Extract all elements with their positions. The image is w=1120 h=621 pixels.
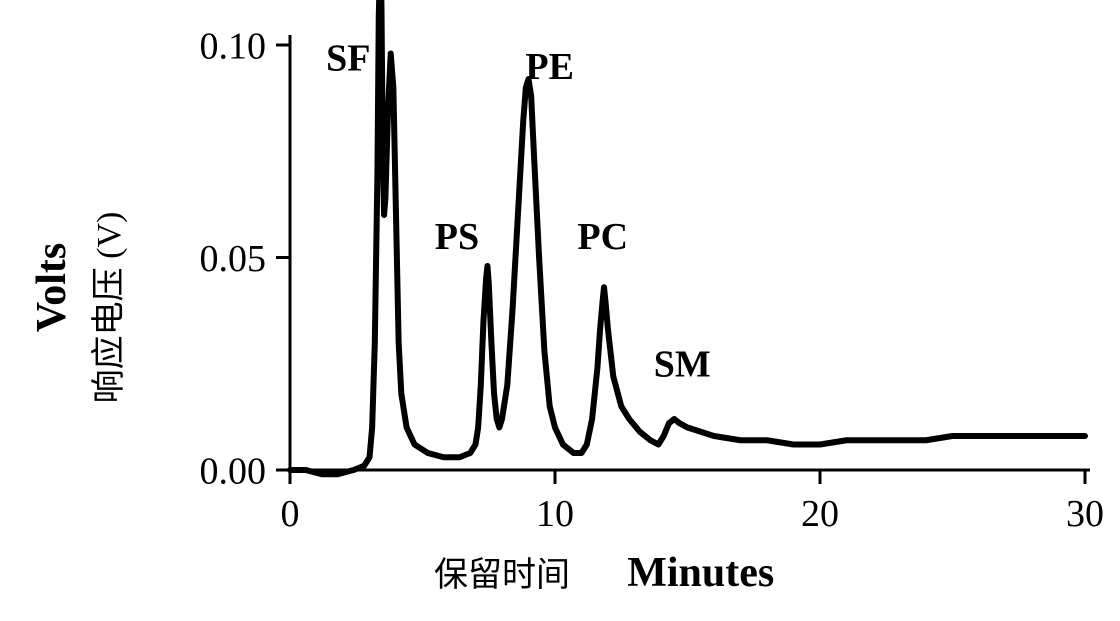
y-tick-label: 0.05 <box>200 238 267 280</box>
peak-label-ps: PS <box>435 216 479 258</box>
chart-svg: 0.00 0.05 0.10 0 10 20 30 SF PS PE PC SM Volts 响应电压 (… <box>0 0 1120 621</box>
y-tick-label: 0.10 <box>200 25 267 67</box>
y-axis-label-cn: 响应电压 (V) <box>90 212 128 404</box>
x-tick-label: 10 <box>536 493 574 535</box>
x-axis-label-en: Minutes <box>627 550 774 596</box>
x-tick-label: 20 <box>801 493 839 535</box>
peak-label-sf: SF <box>326 38 370 80</box>
peak-label-sm: SM <box>654 344 711 386</box>
peak-label-pe: PE <box>525 46 574 88</box>
chromatogram-chart: 0.00 0.05 0.10 0 10 20 30 SF PS PE PC SM Volts 响应电压 (… <box>0 0 1120 621</box>
x-axis-label-cn: 保留时间 <box>434 556 570 594</box>
x-tick-label: 0 <box>281 493 300 535</box>
peak-label-pc: PC <box>577 216 628 258</box>
y-tick-label: 0.00 <box>200 450 267 492</box>
y-axis-label-en: Volts <box>29 243 75 332</box>
x-tick-label: 30 <box>1066 493 1104 535</box>
